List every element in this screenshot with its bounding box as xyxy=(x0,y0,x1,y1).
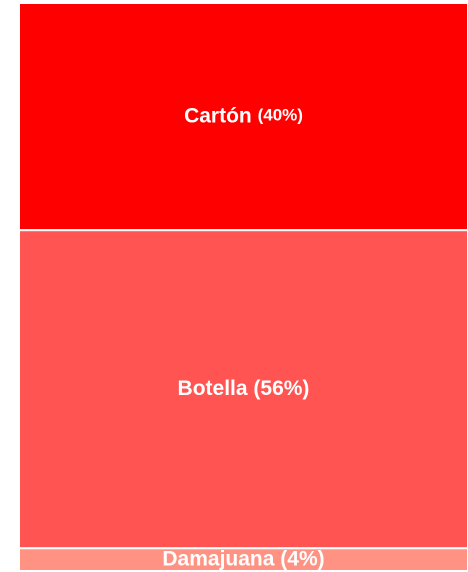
segment-label: Cartón (40%) xyxy=(184,104,303,127)
segment xyxy=(18,547,468,572)
value-label: (56%) xyxy=(253,377,309,400)
category-label: Damajuana xyxy=(162,547,274,570)
category-label: Botella xyxy=(178,377,248,400)
segment-label: Damajuana (4%) xyxy=(162,547,324,570)
value-label: (40%) xyxy=(258,106,303,125)
segment xyxy=(18,2,468,232)
segment-label: Botella (56%) xyxy=(178,377,310,400)
segment xyxy=(18,229,468,550)
category-label: Cartón xyxy=(184,104,252,127)
value-label: (4%) xyxy=(280,547,324,570)
